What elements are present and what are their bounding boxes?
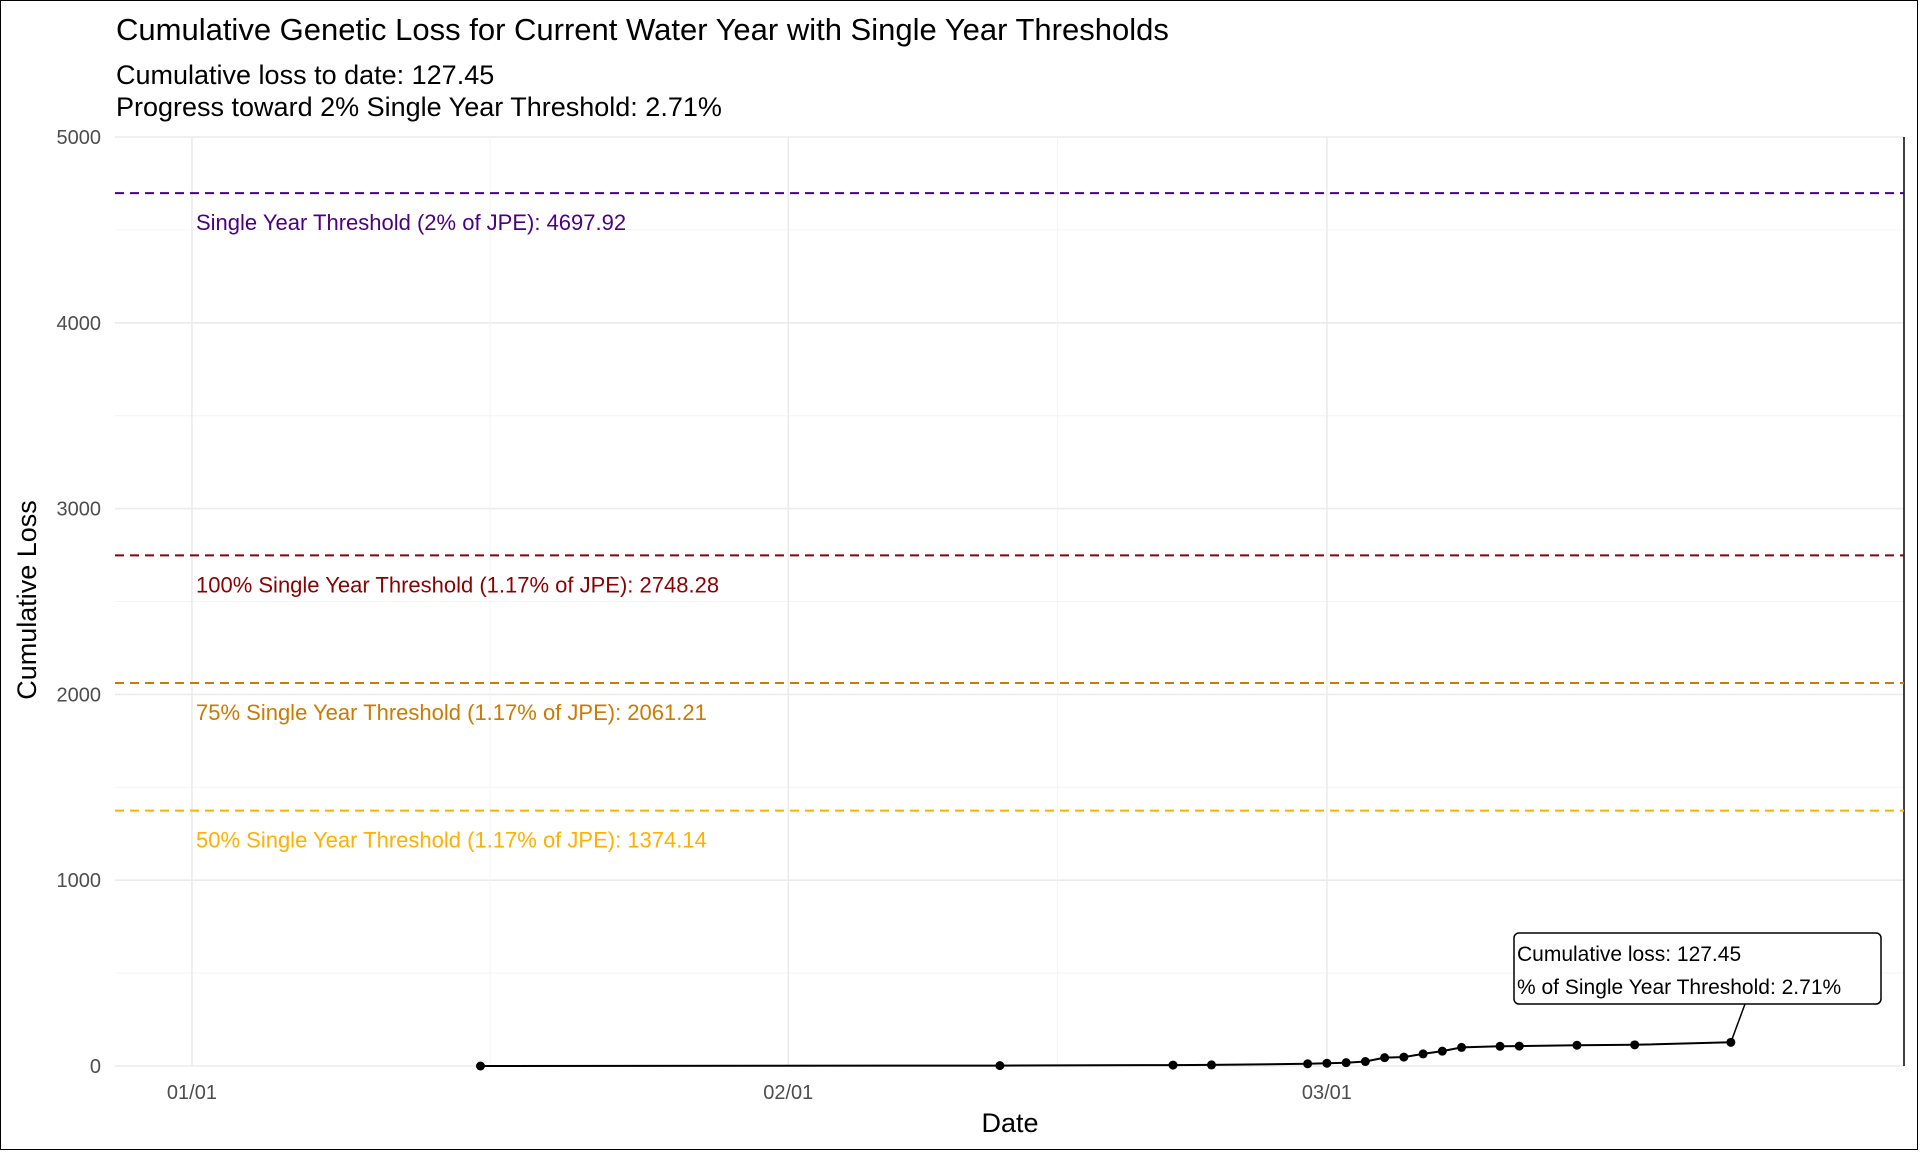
loss-annotation: Cumulative loss: 127.45 % of Single Year …: [1513, 932, 1882, 1043]
data-point-13: [1495, 1041, 1505, 1051]
y-tick-label-4000: 4000: [57, 313, 102, 335]
data-point-10: [1418, 1049, 1428, 1059]
grid-lines: [115, 136, 1904, 1067]
data-point-15: [1572, 1040, 1582, 1050]
data-point-1: [995, 1061, 1005, 1071]
chart-subtitle-line-1: Cumulative loss to date: 127.45: [116, 60, 494, 90]
y-tick-label-3000: 3000: [57, 499, 102, 521]
data-point-0: [475, 1061, 485, 1071]
chart-subtitle-line-2: Progress toward 2% Single Year Threshold…: [116, 92, 722, 122]
data-point-5: [1322, 1058, 1332, 1068]
data-point-16: [1630, 1040, 1640, 1050]
series-loss: [475, 1037, 1736, 1071]
data-point-7: [1360, 1057, 1370, 1067]
annotation-box: [1513, 932, 1882, 1005]
y-tick-label-2000: 2000: [57, 684, 102, 706]
y-tick-label-1000: 1000: [57, 870, 102, 892]
threshold-lines: Single Year Threshold (2% of JPE): 4697.…: [115, 192, 1904, 853]
x-tick-label-01-01: 01/01: [167, 1082, 217, 1104]
y-tick-label-5000: 5000: [57, 127, 102, 149]
threshold-label-0: Single Year Threshold (2% of JPE): 4697.…: [196, 210, 626, 235]
annotation-line-2: % of Single Year Threshold: 2.71%: [1517, 976, 1841, 999]
annotation-line-1: Cumulative loss: 127.45: [1517, 943, 1741, 966]
data-point-3: [1206, 1060, 1216, 1070]
data-point-14: [1514, 1041, 1524, 1051]
data-point-4: [1303, 1059, 1313, 1069]
data-point-9: [1399, 1052, 1409, 1062]
threshold-label-1: 100% Single Year Threshold (1.17% of JPE…: [196, 572, 719, 597]
axis-ticks: 0 1000 2000 3000 4000 5000 01/01 02/01 03/01: [57, 127, 1352, 1104]
annotation-leader-line: [1730, 1003, 1746, 1043]
x-axis-title: Date: [981, 1108, 1038, 1138]
x-tick-label-02-01: 02/01: [763, 1082, 813, 1104]
chart-title: Cumulative Genetic Loss for Current Wate…: [116, 12, 1169, 47]
data-point-11: [1437, 1046, 1447, 1056]
series-line-0: [480, 1041, 1731, 1067]
x-tick-label-03-01: 03/01: [1302, 1082, 1352, 1104]
data-point-6: [1341, 1058, 1351, 1068]
threshold-label-2: 75% Single Year Threshold (1.17% of JPE)…: [196, 700, 707, 725]
y-tick-label-0: 0: [90, 1056, 101, 1078]
y-axis-title: Cumulative Loss: [12, 500, 42, 700]
data-point-2: [1168, 1060, 1178, 1070]
data-point-8: [1380, 1053, 1390, 1063]
threshold-label-3: 50% Single Year Threshold (1.17% of JPE)…: [196, 828, 707, 853]
data-point-12: [1457, 1042, 1467, 1052]
